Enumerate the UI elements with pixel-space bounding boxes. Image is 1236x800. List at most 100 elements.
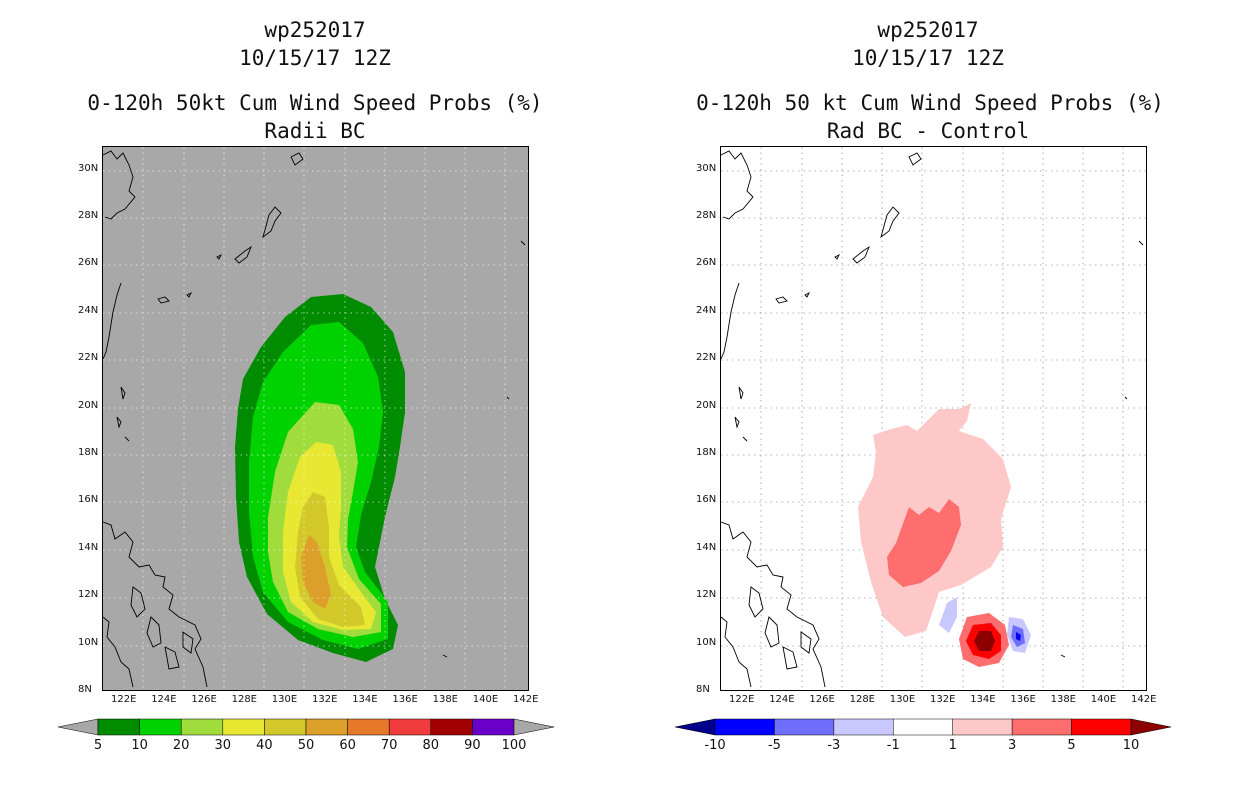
mindanao-coast: [721, 616, 752, 688]
colorbar-swatch: [180, 718, 224, 736]
colorbar-label: 90: [464, 738, 481, 753]
lat-tick-label: 30N: [78, 162, 99, 174]
small-islands: [734, 240, 1144, 658]
colorbar-label: 70: [380, 738, 398, 753]
diff-pos-3-region: [887, 499, 961, 587]
left-date: 10/15/17 12Z: [239, 46, 391, 70]
colorbar-swatch: [774, 718, 835, 736]
lon-tick-label: 136E: [392, 694, 418, 705]
taiwan-coast: [721, 282, 740, 360]
colorbar-label: 40: [256, 738, 273, 753]
colorbar-label: 100: [501, 738, 527, 753]
colorbar-swatch: [139, 718, 182, 736]
lat-tick-label: 20N: [696, 399, 717, 411]
ryukyu-islands: [157, 152, 304, 304]
lon-tick-label: 124E: [151, 694, 177, 705]
lon-tick-label: 132E: [312, 694, 338, 705]
colorbar-label: 60: [339, 738, 356, 753]
lon-tick-label: 128E: [231, 694, 257, 705]
lat-tick-label: 12N: [78, 589, 99, 601]
colorbar-label: -1: [886, 738, 900, 753]
luzon-coast: [103, 521, 208, 688]
lat-tick-label: 24N: [696, 304, 717, 316]
left-colorbar-low-triangle: [58, 718, 99, 736]
colorbar-label: -3: [827, 738, 841, 753]
lon-tick-label: 122E: [729, 694, 755, 705]
small-islands: [116, 240, 526, 658]
lat-tick-label: 28N: [78, 210, 99, 221]
taiwan-coast: [103, 282, 122, 360]
colorbar-label: 10: [1122, 738, 1140, 753]
lon-tick-label: 130E: [271, 694, 298, 705]
colorbar-swatch: [472, 718, 515, 736]
lon-tick-label: 138E: [432, 694, 458, 705]
left-map: [102, 146, 529, 691]
left-colorbar-high-triangle: [513, 718, 554, 736]
lat-tick-label: 24N: [78, 304, 99, 316]
lon-tick-label: 124E: [769, 694, 795, 705]
coastlines: [721, 150, 1144, 688]
ryukyu-islands: [775, 152, 922, 304]
right-storm-id: wp252017: [877, 18, 979, 42]
lat-tick-label: 8N: [696, 684, 710, 695]
lat-tick-label: 14N: [696, 541, 717, 553]
right-date: 10/15/17 12Z: [852, 46, 1004, 70]
colorbar-swatch: [714, 718, 775, 736]
colorbar-swatch: [893, 718, 953, 736]
lon-tick-label: 132E: [930, 694, 956, 705]
luzon-coast: [721, 521, 826, 688]
lon-tick-label: 134E: [970, 694, 996, 705]
lat-tick-label: 26N: [696, 257, 717, 269]
left-subtitle: Radii BC: [264, 119, 366, 143]
colorbar-label: -10: [704, 738, 726, 753]
colorbar-swatch: [222, 718, 265, 736]
mindanao-coast: [103, 616, 134, 688]
colorbar-label: 5: [93, 738, 103, 753]
colorbar-swatch: [1011, 718, 1072, 736]
lat-tick-label: 26N: [78, 257, 99, 269]
lat-tick-label: 18N: [696, 447, 717, 458]
visayas-islands: [130, 586, 194, 670]
colorbar-swatch: [430, 718, 473, 736]
right-difference-plot: [721, 147, 1146, 690]
lon-tick-label: 140E: [472, 694, 499, 705]
right-title: 0-120h 50 kt Cum Wind Speed Probs (%): [696, 91, 1164, 115]
colorbar-label: 50: [297, 738, 315, 753]
left-probability-plot: [103, 147, 528, 690]
lon-tick-label: 134E: [352, 694, 378, 705]
lat-tick-label: 18N: [78, 447, 99, 458]
lon-tick-label: 126E: [809, 694, 835, 705]
right-colorbar-high-triangle: [1130, 718, 1171, 736]
right-map: [720, 146, 1147, 691]
right-colorbar: [675, 718, 1171, 736]
left-title: 0-120h 50kt Cum Wind Speed Probs (%): [87, 91, 543, 115]
colorbar-swatch: [1071, 718, 1132, 736]
lon-tick-label: 138E: [1050, 694, 1076, 705]
colorbar-swatch: [305, 718, 348, 736]
colorbar-label: 1: [948, 738, 957, 753]
colorbar-swatch: [347, 718, 390, 736]
colorbar-label: 30: [214, 738, 232, 753]
lat-tick-label: 8N: [78, 684, 92, 695]
colorbar-swatch: [264, 718, 307, 736]
lat-tick-label: 28N: [696, 210, 717, 221]
lon-tick-label: 122E: [111, 694, 137, 705]
left-storm-id: wp252017: [264, 18, 366, 42]
coastlines: [103, 150, 526, 688]
colorbar-swatch: [952, 718, 1013, 736]
lon-tick-label: 142E: [1131, 694, 1157, 705]
visayas-islands: [748, 586, 812, 670]
lat-tick-label: 16N: [78, 494, 99, 506]
lat-tick-label: 10N: [696, 636, 717, 648]
colorbar-label: 80: [422, 738, 440, 753]
lat-tick-label: 22N: [78, 352, 99, 364]
lat-tick-label: 14N: [78, 541, 99, 553]
diff-neg-1-left: [939, 597, 957, 633]
lat-tick-label: 22N: [696, 352, 717, 364]
colorbar-label: 20: [172, 738, 190, 753]
china-coast: [721, 150, 754, 220]
colorbar-swatch: [388, 718, 432, 736]
prob-50-contour: [301, 535, 331, 609]
lon-tick-label: 128E: [849, 694, 875, 705]
lon-tick-label: 142E: [513, 694, 539, 705]
